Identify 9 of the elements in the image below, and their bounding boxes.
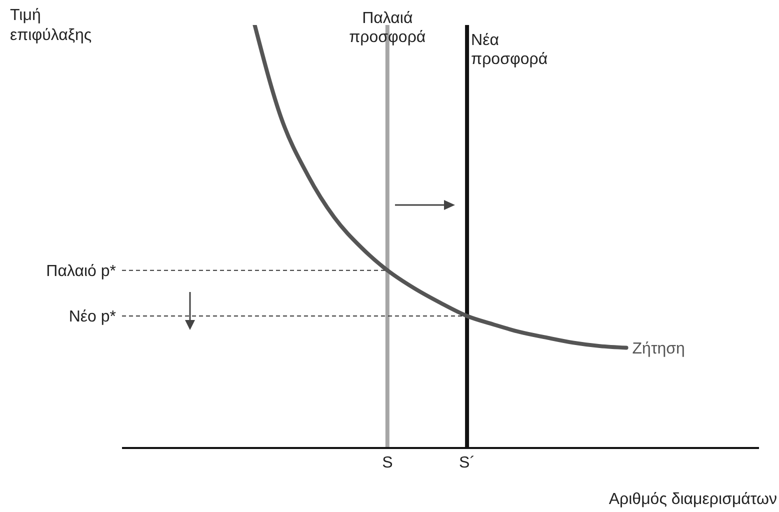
x-axis-title: Αριθμός διαμερισμάτων xyxy=(608,491,777,508)
ref-line-label: Παλαιό p* xyxy=(46,263,116,280)
y-axis-title: Τιμή επιφύλαξης xyxy=(10,7,92,44)
x-tick-label: S xyxy=(382,454,393,472)
x-tick-label: S´ xyxy=(459,454,476,472)
series-label: Ζήτηση xyxy=(632,340,685,358)
ref-line-label: Νέο p* xyxy=(68,308,116,326)
ref-line-label: Νέα προσφορά xyxy=(471,32,548,68)
ref-line-label: Παλαιά προσφορά xyxy=(349,10,426,46)
